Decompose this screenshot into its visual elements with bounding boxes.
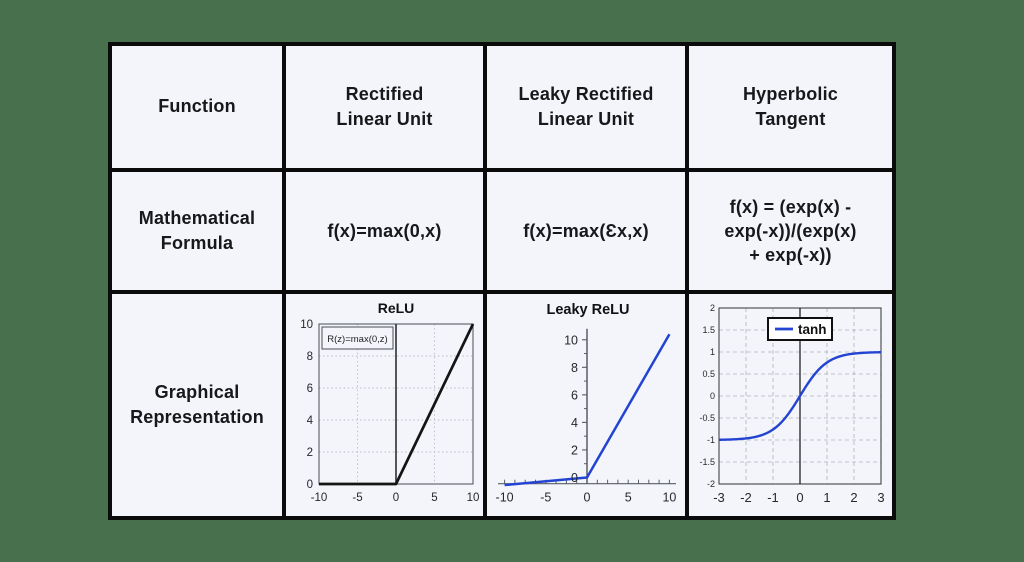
svg-text:0: 0 — [709, 391, 714, 401]
svg-text:0.5: 0.5 — [702, 369, 715, 379]
svg-text:5: 5 — [431, 492, 437, 504]
header-leaky-relu-label: Leaky Rectified Linear Unit — [518, 83, 654, 129]
header-tanh-label: Hyperbolic Tangent — [742, 83, 839, 129]
cell-chart-relu: ReLU R(z)=max(0,z) -10 -5 0 5 10 0 2 4 6 8 10 — [286, 294, 483, 516]
svg-text:0: 0 — [392, 492, 398, 504]
svg-text:6: 6 — [306, 383, 312, 395]
cell-chart-tanh: tanh -3 -2 -1 0 1 2 3 -2 -1.5 -1 -0.5 0 0.5 1 1.5 2 — [689, 294, 892, 516]
svg-text:2: 2 — [850, 490, 857, 505]
svg-text:10: 10 — [300, 319, 313, 331]
svg-text:-2: -2 — [706, 479, 714, 489]
cell-header-leaky-relu: Leaky Rectified Linear Unit — [487, 46, 685, 168]
svg-text:8: 8 — [306, 351, 312, 363]
cell-header-function: Function — [112, 46, 282, 168]
svg-text:2: 2 — [709, 303, 714, 313]
svg-text:6: 6 — [571, 388, 578, 402]
leaky-relu-chart: Leaky ReLU -10 -5 0 5 10 0 2 4 6 8 10 — [496, 302, 677, 505]
cell-row-label-formula: Mathematical Formula — [112, 172, 282, 290]
cell-header-tanh: Hyperbolic Tangent — [689, 46, 892, 168]
svg-text:5: 5 — [625, 491, 632, 505]
cell-formula-tanh: f(x) = (exp(x) - exp(-x))/(exp(x) + exp(… — [689, 172, 892, 290]
svg-text:-0.5: -0.5 — [699, 413, 715, 423]
svg-text:-5: -5 — [540, 491, 551, 505]
header-relu-label: Rectified Linear Unit — [336, 83, 433, 129]
svg-text:tanh: tanh — [798, 322, 827, 337]
svg-text:-1: -1 — [706, 435, 714, 445]
tanh-chart: tanh-3 -2 -1 0 1 2 3-2-1.5-1-0.500.511.52 — [699, 303, 884, 505]
svg-text:3: 3 — [877, 490, 884, 505]
svg-text:-10: -10 — [496, 491, 514, 505]
svg-text:-5: -5 — [352, 492, 362, 504]
svg-text:1: 1 — [709, 347, 714, 357]
svg-text:-2: -2 — [740, 490, 752, 505]
cell-formula-leaky-relu: f(x)=max(Ɛx,x) — [487, 172, 685, 290]
svg-text:R(z)=max(0,z): R(z)=max(0,z) — [327, 334, 387, 345]
svg-text:8: 8 — [571, 361, 578, 375]
row-label-formula: Mathematical Formula — [138, 207, 256, 253]
svg-text:10: 10 — [662, 491, 676, 505]
svg-text:-1.5: -1.5 — [699, 457, 715, 467]
svg-text:2: 2 — [306, 447, 312, 459]
svg-text:1: 1 — [823, 490, 830, 505]
svg-text:1.5: 1.5 — [702, 325, 715, 335]
svg-text:Leaky ReLU: Leaky ReLU — [546, 302, 629, 318]
svg-text:2: 2 — [571, 443, 578, 457]
cell-header-relu: Rectified Linear Unit — [286, 46, 483, 168]
row-label-graph: Graphical Representation — [130, 381, 264, 427]
svg-text:4: 4 — [571, 416, 578, 430]
svg-text:0: 0 — [584, 491, 591, 505]
svg-text:0: 0 — [571, 471, 578, 485]
svg-text:-1: -1 — [767, 490, 779, 505]
svg-text:0: 0 — [306, 479, 312, 491]
svg-text:10: 10 — [564, 333, 578, 347]
svg-text:0: 0 — [796, 490, 803, 505]
cell-formula-relu: f(x)=max(0,x) — [286, 172, 483, 290]
relu-chart: ReLU R(z)=max(0,z) -10 -5 0 5 10 0 2 4 6 8 10 — [300, 300, 479, 504]
svg-text:-10: -10 — [310, 492, 327, 504]
formula-tanh: f(x) = (exp(x) - exp(-x))/(exp(x) + exp(… — [724, 196, 857, 266]
cell-chart-leaky-relu: Leaky ReLU -10 -5 0 5 10 0 2 4 6 8 10 — [487, 294, 685, 516]
formula-leaky-relu: f(x)=max(Ɛx,x) — [523, 220, 649, 241]
svg-text:4: 4 — [306, 415, 313, 427]
comparison-table: Function Rectified Linear Unit Leaky Rec… — [108, 42, 896, 520]
cell-row-label-graph: Graphical Representation — [112, 294, 282, 516]
header-function-label: Function — [158, 96, 236, 117]
svg-text:10: 10 — [466, 492, 479, 504]
formula-relu: f(x)=max(0,x) — [327, 220, 442, 241]
svg-text:-3: -3 — [713, 490, 725, 505]
svg-text:ReLU: ReLU — [377, 300, 414, 316]
